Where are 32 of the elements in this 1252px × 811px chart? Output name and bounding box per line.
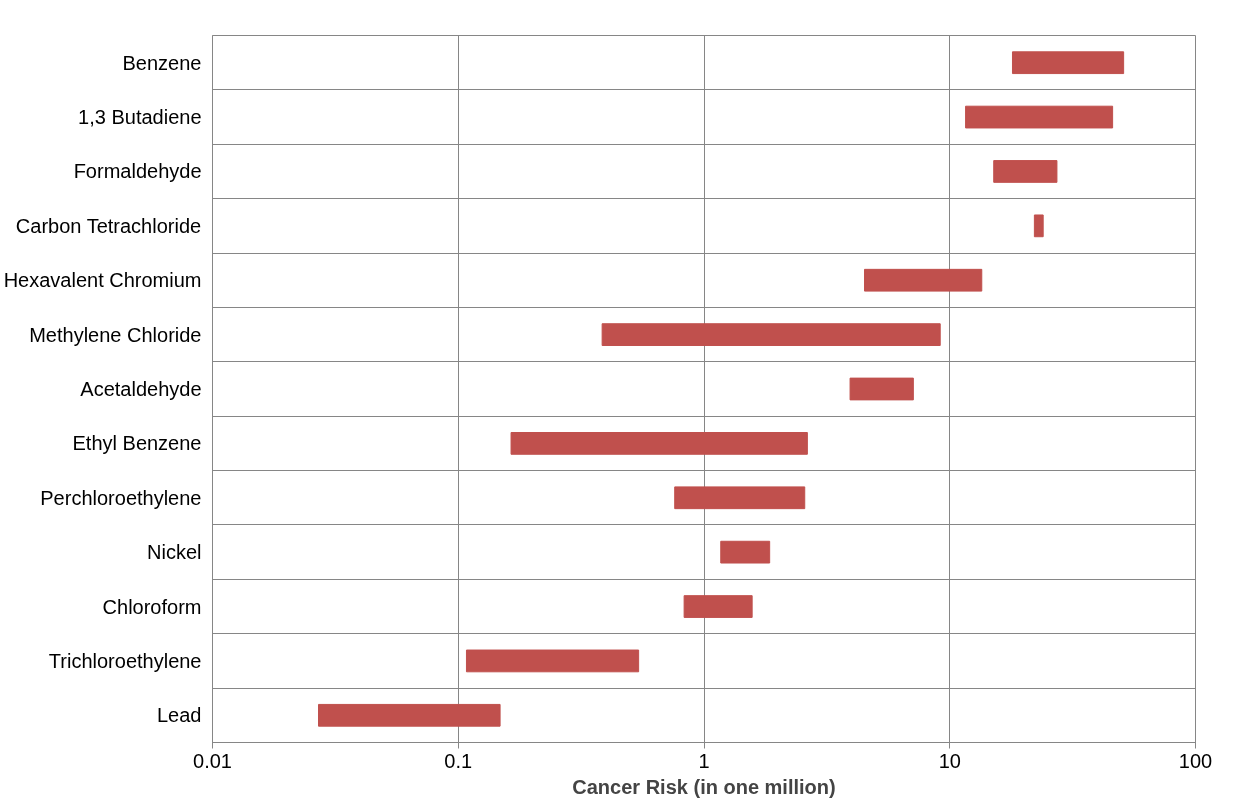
- x-tick-label: 100: [1178, 749, 1213, 772]
- x-tick-label: 0.01: [193, 749, 232, 772]
- y-tick-label: Ethyl Benzene: [72, 432, 202, 455]
- y-tick-label: Carbon Tetrachloride: [15, 214, 202, 237]
- bar: [510, 432, 808, 455]
- y-tick-label: Trichloroethylene: [48, 649, 202, 672]
- y-tick-label: Perchloroethylene: [40, 486, 202, 509]
- bar: [849, 377, 914, 401]
- bar: [965, 105, 1114, 129]
- y-tick-label: Benzene: [122, 51, 202, 74]
- bar: [601, 323, 941, 346]
- y-tick-label: 1,3 Butadiene: [78, 106, 202, 129]
- x-tick-label: 0.1: [444, 749, 473, 772]
- bar: [465, 649, 640, 673]
- y-tick-label: Lead: [157, 704, 202, 727]
- bar: [683, 595, 753, 618]
- bar: [993, 160, 1058, 183]
- y-tick-label: Acetaldehyde: [80, 378, 202, 400]
- bar: [864, 268, 983, 292]
- bar: [720, 540, 771, 564]
- bar: [318, 703, 501, 727]
- bar: [674, 486, 806, 510]
- x-tick-label: 10: [938, 749, 961, 772]
- y-tick-label: Nickel: [147, 541, 202, 564]
- x-tick-label: 1: [698, 749, 710, 772]
- bar: [1033, 214, 1044, 238]
- y-tick-label: Formaldehyde: [73, 160, 202, 183]
- y-tick-label: Chloroform: [102, 595, 202, 618]
- y-tick-label: Methylene Chloride: [29, 323, 202, 346]
- x-axis-title: Cancer Risk (in one million): [572, 775, 836, 798]
- bar: [1011, 51, 1125, 75]
- y-tick-label: Hexavalent Chromium: [3, 269, 202, 292]
